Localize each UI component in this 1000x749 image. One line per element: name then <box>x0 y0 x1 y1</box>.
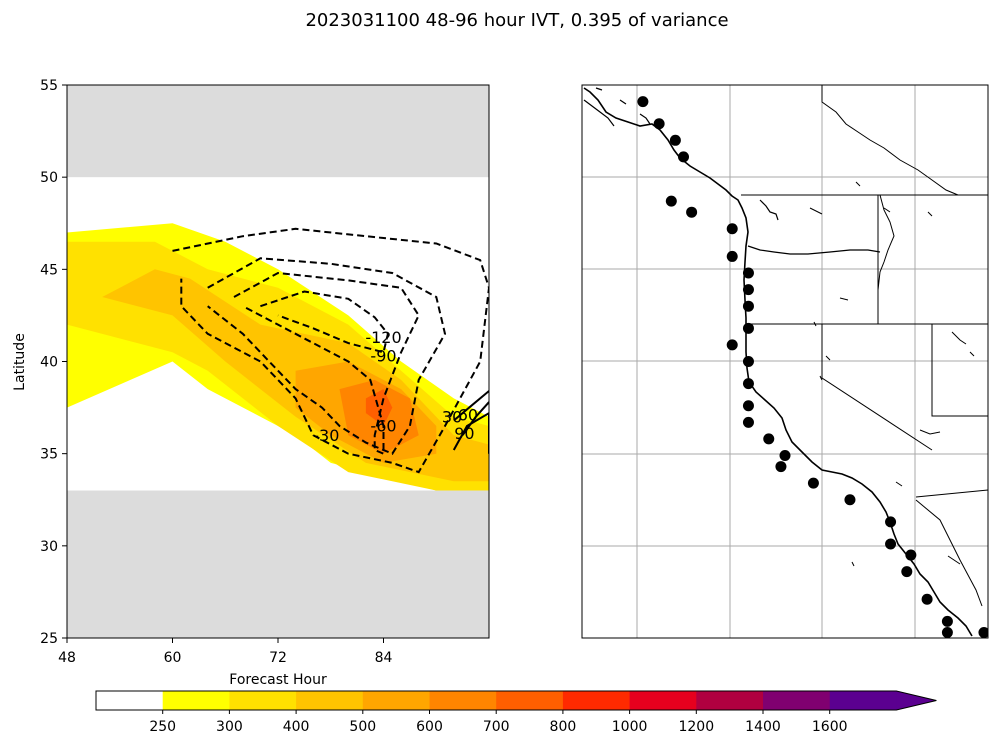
station-marker <box>941 626 953 638</box>
colorbar-segment <box>629 691 697 710</box>
station-marker <box>921 593 933 605</box>
contour-label: -30 <box>313 426 339 445</box>
colorbar-tick-label: 700 <box>483 719 510 735</box>
x-tick-label: 72 <box>269 650 287 666</box>
contour-label: -90 <box>370 347 396 366</box>
colorbar-segment <box>229 691 297 710</box>
right-map-panel <box>581 84 989 639</box>
y-tick-label: 35 <box>40 447 58 463</box>
contour-line--60 <box>207 257 447 455</box>
station-marker <box>742 322 754 334</box>
station-marker <box>726 250 738 262</box>
colorbar-segment <box>496 691 564 710</box>
colorbar-segment <box>562 691 631 710</box>
station-marker <box>742 378 754 390</box>
station-marker <box>763 433 775 445</box>
station-marker <box>686 206 698 218</box>
station-marker <box>779 450 791 462</box>
station-marker <box>807 477 819 489</box>
contour-label: 60 <box>458 405 478 424</box>
contour-line-60 <box>461 401 489 436</box>
colorbar-segment <box>829 691 897 710</box>
colorbar-tick-label: 400 <box>283 719 310 735</box>
colorbar-segment <box>296 691 364 710</box>
x-tick-label: 60 <box>164 650 182 666</box>
station-marker <box>941 615 953 627</box>
colorbar-tick-label: 300 <box>216 719 243 735</box>
station-marker <box>742 356 754 367</box>
station-marker <box>742 416 754 428</box>
colorbar-tick-label: 250 <box>149 719 176 735</box>
contour-label: -120 <box>365 328 401 347</box>
y-tick-label: 50 <box>40 170 58 186</box>
station-marker <box>775 461 787 473</box>
y-axis-label: Latitude <box>12 333 28 391</box>
station-marker <box>742 267 754 279</box>
y-tick-label: 40 <box>40 355 58 371</box>
colorbar-tick-label: 1400 <box>745 719 781 735</box>
y-tick-label: 55 <box>40 78 58 94</box>
map-state-borders <box>741 85 988 607</box>
figure-title: 2023031100 48-96 hour IVT, 0.395 of vari… <box>305 10 728 31</box>
station-marker <box>742 300 754 312</box>
station-marker <box>885 538 897 550</box>
colorbar-segment <box>429 691 497 710</box>
contour-line--90 <box>233 271 420 456</box>
colorbar-tick-label: 600 <box>416 719 443 735</box>
colorbar-segment <box>162 691 230 710</box>
station-marker <box>844 494 856 506</box>
station-marker <box>905 549 917 561</box>
map-coastline <box>583 87 973 637</box>
station-marker <box>669 134 681 146</box>
y-tick-label: 30 <box>40 539 58 555</box>
station-marker <box>885 516 897 528</box>
contour-line--120 <box>260 290 389 354</box>
contour-label: -60 <box>370 417 396 436</box>
colorbar-segment <box>362 691 430 710</box>
colorbar-segment <box>96 691 164 710</box>
y-tick-label: 25 <box>40 631 58 647</box>
station-marker <box>978 626 988 638</box>
colorbar-extend-arrow <box>896 691 937 710</box>
filled-contour-700 <box>365 389 393 426</box>
station-marker <box>742 400 754 412</box>
station-marker <box>742 284 754 296</box>
station-marker <box>637 96 649 108</box>
colorbar-outline <box>95 690 937 711</box>
station-marker <box>653 118 665 130</box>
masked-band-1 <box>67 490 489 638</box>
x-tick-label: 48 <box>58 650 76 666</box>
colorbar-tick-label: 500 <box>349 719 376 735</box>
station-marker <box>678 151 689 163</box>
colorbar-tick-label: 1000 <box>612 719 648 735</box>
colorbar: 250 300 400 500 600 700 800 1000 1200 1400 1600 <box>95 690 937 735</box>
map-frame <box>581 84 989 639</box>
station-marker <box>726 223 738 235</box>
map-lakes <box>809 181 975 567</box>
contour-line-30 <box>453 390 489 422</box>
colorbar-segment <box>696 691 764 710</box>
station-marker <box>901 566 913 578</box>
masked-band-0 <box>67 85 489 178</box>
map-coastline-islands <box>583 87 881 255</box>
x-tick-label: 84 <box>375 650 393 666</box>
y-tick-label: 45 <box>40 262 58 278</box>
contour-label: 90 <box>454 424 474 443</box>
contour-line-90 <box>452 411 489 454</box>
station-marker <box>726 339 738 351</box>
colorbar-tick-label: 1600 <box>812 719 848 735</box>
x-axis-label: Forecast Hour <box>229 672 327 688</box>
colorbar-tick-label: 800 <box>550 719 577 735</box>
contour-line--30 <box>172 227 489 474</box>
colorbar-tick-label: 1200 <box>678 719 714 735</box>
contour-label: 30 <box>442 407 462 426</box>
station-marker <box>665 195 677 207</box>
colorbar-segment <box>763 691 831 710</box>
